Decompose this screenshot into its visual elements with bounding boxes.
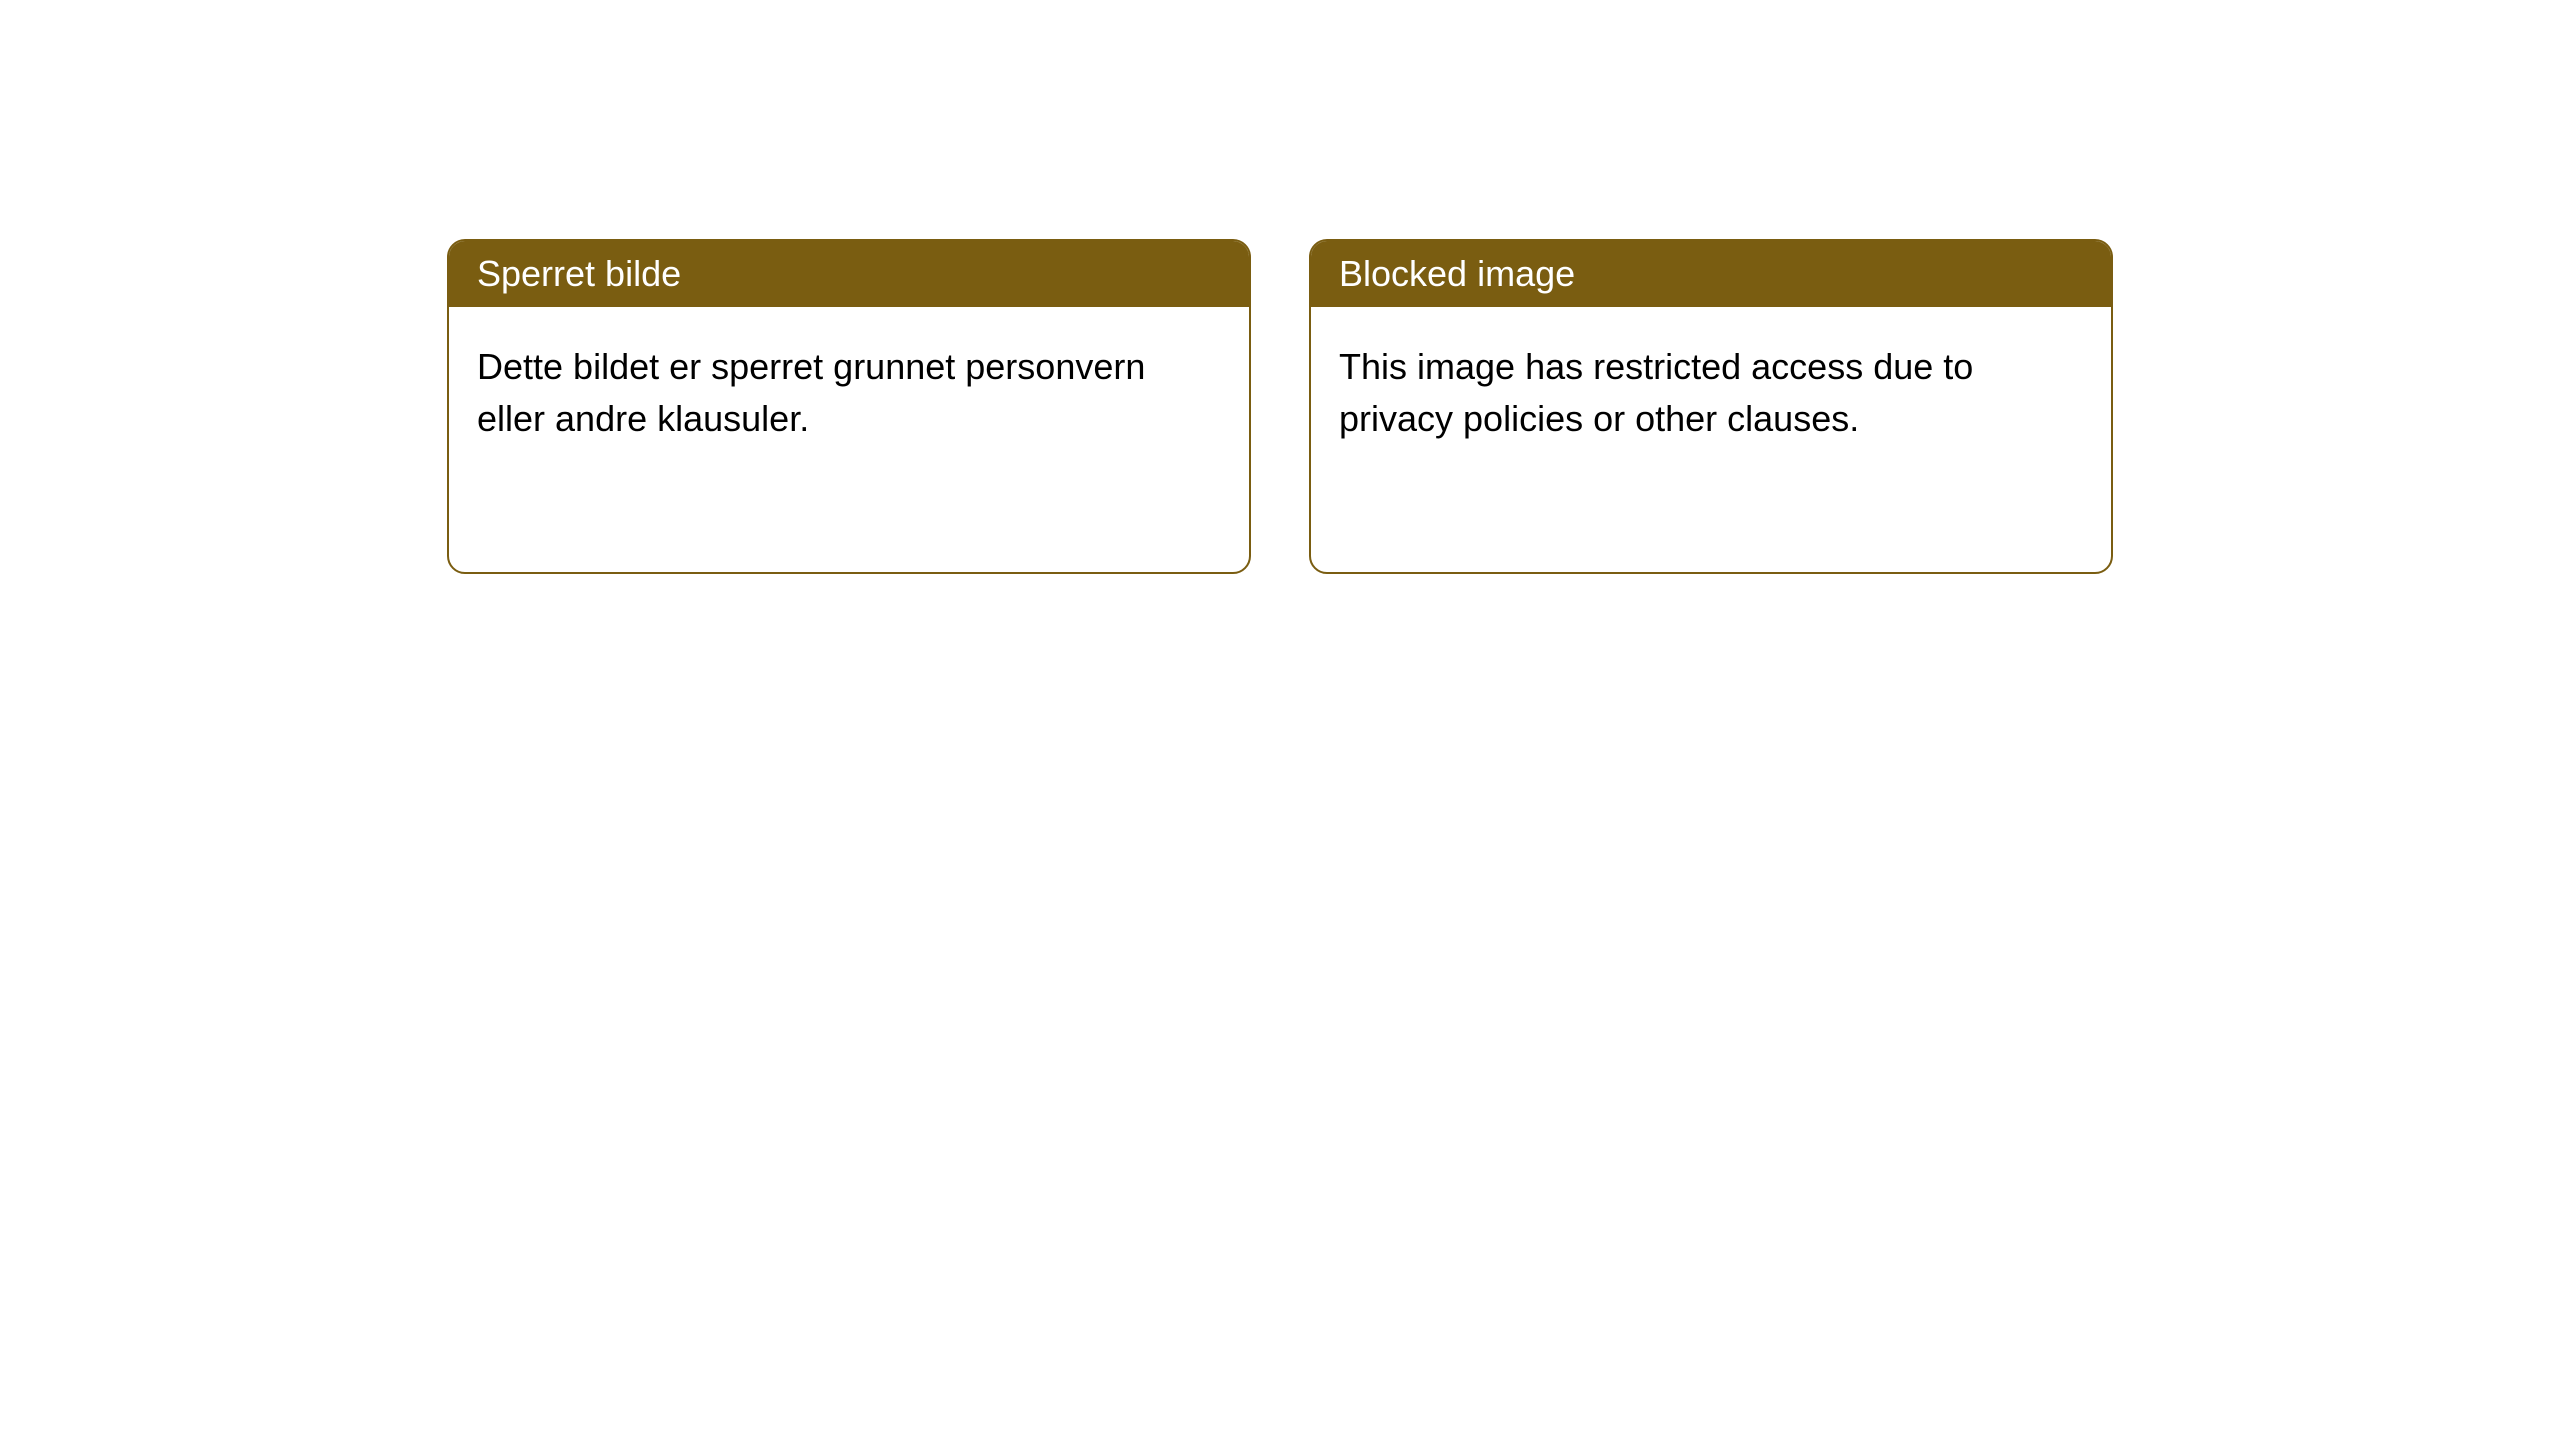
notice-header: Blocked image <box>1311 241 2111 307</box>
notice-header: Sperret bilde <box>449 241 1249 307</box>
notice-card-english: Blocked image This image has restricted … <box>1309 239 2113 574</box>
notice-body: This image has restricted access due to … <box>1311 307 2111 479</box>
notice-body: Dette bildet er sperret grunnet personve… <box>449 307 1249 479</box>
notice-card-norwegian: Sperret bilde Dette bildet er sperret gr… <box>447 239 1251 574</box>
notice-cards-container: Sperret bilde Dette bildet er sperret gr… <box>447 239 2113 574</box>
